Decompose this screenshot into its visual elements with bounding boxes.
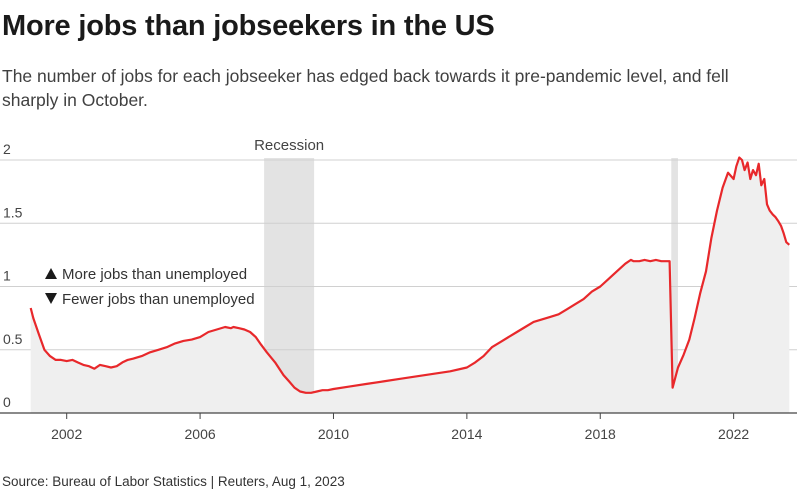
y-tick-label: 1 bbox=[3, 268, 11, 284]
legend: More jobs than unemployed Fewer jobs tha… bbox=[45, 266, 255, 308]
annotations: Recession bbox=[254, 137, 324, 154]
line-path bbox=[29, 156, 791, 394]
x-tick-label: 2002 bbox=[51, 426, 82, 442]
legend-down-label: Fewer jobs than unemployed bbox=[62, 291, 255, 308]
triangle-up-icon bbox=[45, 268, 57, 279]
source-note: Source: Bureau of Labor Statistics | Reu… bbox=[2, 474, 345, 489]
x-tick-labels: 2002 2006 2010 2014 2018 2022 bbox=[51, 426, 749, 442]
triangle-down-icon bbox=[45, 293, 57, 304]
chart-title: More jobs than jobseekers in the US bbox=[2, 10, 495, 42]
y-tick-label: 0.5 bbox=[3, 331, 23, 347]
series-line bbox=[29, 156, 791, 394]
gridlines bbox=[0, 159, 797, 351]
x-tick-label: 2014 bbox=[451, 426, 482, 442]
y-tick-label: 1.5 bbox=[3, 204, 23, 220]
chart-subtitle: The number of jobs for each jobseeker ha… bbox=[2, 66, 729, 110]
y-tick-labels: 0 0.5 1 1.5 2 bbox=[3, 141, 23, 410]
area-fill bbox=[30, 157, 790, 413]
x-tick-label: 2022 bbox=[718, 426, 749, 442]
recession-label: Recession bbox=[254, 137, 324, 154]
x-tick-label: 2006 bbox=[185, 426, 216, 442]
x-axis bbox=[0, 412, 797, 419]
legend-up-label: More jobs than unemployed bbox=[62, 266, 247, 283]
recession-band bbox=[671, 158, 678, 413]
x-tick-label: 2010 bbox=[318, 426, 349, 442]
y-tick-label: 2 bbox=[3, 141, 11, 157]
area-path bbox=[30, 157, 790, 413]
y-tick-label: 0 bbox=[3, 394, 11, 410]
x-tick-label: 2018 bbox=[585, 426, 616, 442]
